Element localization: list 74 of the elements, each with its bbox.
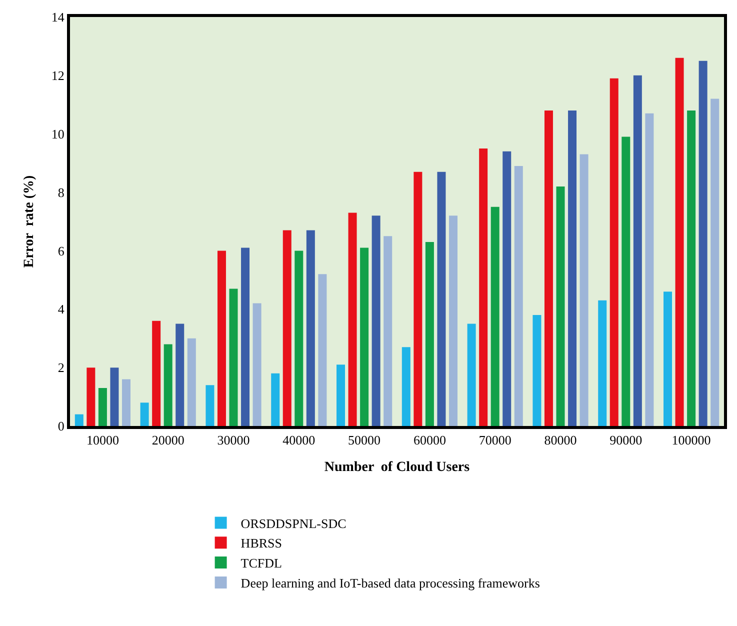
bar [294,250,304,426]
bar [610,78,618,426]
bar [140,402,149,426]
x-tick-label: 80000 [544,432,577,448]
bar [306,230,315,426]
bar [568,110,577,426]
bar [110,368,119,426]
bar [164,344,172,426]
legend-label: ORSDDSPNL-SDC [240,516,346,531]
bar [622,136,630,426]
bar [360,248,369,426]
bar [598,300,607,426]
y-axis-title: Error rate (%) [22,174,37,268]
legend-label: TCFDL [240,556,282,571]
bar [318,274,327,426]
x-tick-label: 30000 [217,432,250,448]
bar [687,110,696,426]
bar [490,206,500,426]
bar [271,373,280,426]
x-tick-label: 20000 [152,432,184,448]
bar [544,110,553,426]
bar [152,320,161,426]
bar [425,242,434,426]
x-axis-title: Number of Cloud Users [324,460,470,475]
y-tick-label: 6 [58,243,65,258]
bar [372,216,380,426]
bar [217,250,226,426]
bar [675,58,684,426]
x-tick-label: 10000 [86,432,119,448]
x-tick-label: 90000 [610,432,642,448]
bar [384,236,392,426]
legend-label: HBRSS [240,536,282,551]
bar [532,314,542,426]
x-tick-label: 70000 [478,432,512,448]
bar [448,216,458,426]
bar [402,347,410,426]
x-tick-label: 60000 [413,432,446,448]
bar [229,288,238,426]
bar [645,113,654,426]
y-tick-label: 4 [58,302,65,317]
bar [580,154,588,426]
legend-label: Deep learning and IoT-based data processing frameworks [240,576,540,591]
y-tick-label: 12 [51,68,64,83]
bar [479,148,488,426]
bar [206,385,214,426]
y-tick-label: 8 [58,184,64,200]
bar [664,292,672,426]
bar [252,303,262,426]
x-tick-label: 100000 [672,432,711,448]
bar [241,248,250,426]
bar [86,368,96,426]
bar [514,166,523,426]
bar [348,212,357,426]
bar [98,388,107,426]
bar [74,414,84,426]
bar [467,324,476,426]
bar [122,379,130,426]
bar [187,338,196,426]
bar [710,98,720,426]
bar [502,151,512,426]
bar [176,324,184,426]
bar [336,364,346,426]
bar [556,186,565,426]
x-tick-label: 50000 [348,432,381,448]
y-tick-label: 14 [51,10,65,25]
bar [437,172,446,426]
bar [414,172,422,426]
bar [633,75,642,426]
y-tick-label: 2 [58,360,64,376]
x-tick-label: 40000 [282,432,316,448]
y-tick-label: 0 [58,418,64,434]
y-tick-label: 10 [51,126,64,142]
bar [698,60,708,426]
bar [282,230,292,426]
